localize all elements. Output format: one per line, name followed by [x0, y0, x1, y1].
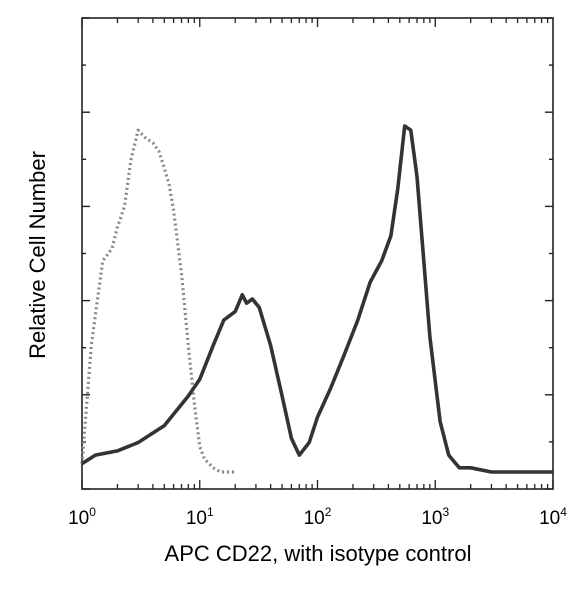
y-axis-ticks	[82, 17, 553, 490]
series-isotype-control-line	[80, 128, 236, 474]
x-tick-label: 102	[304, 505, 332, 529]
x-tick-label: 100	[68, 505, 96, 529]
x-axis-ticks	[81, 18, 554, 489]
y-axis-title: Relative Cell Number	[25, 151, 50, 359]
x-axis-tick-labels: 100 101 102 103 104	[68, 505, 567, 529]
x-tick-label: 101	[186, 505, 214, 529]
x-tick-label: 103	[421, 505, 449, 529]
x-axis-title: APC CD22, with isotype control	[165, 541, 472, 566]
series-cd22-line	[81, 124, 553, 474]
series-layer	[80, 124, 553, 474]
x-tick-label: 104	[539, 505, 567, 529]
